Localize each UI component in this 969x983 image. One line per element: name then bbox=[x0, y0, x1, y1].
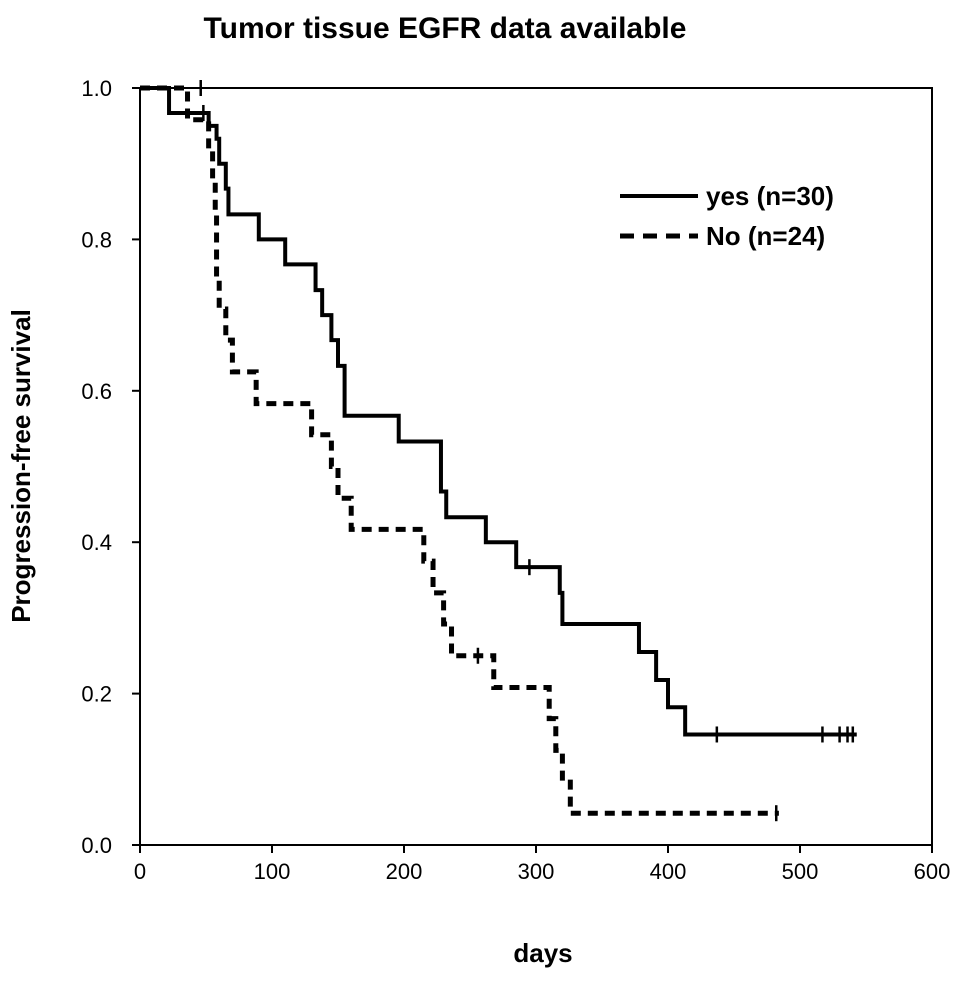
x-tick-label: 300 bbox=[518, 859, 555, 884]
series-line-no bbox=[140, 85, 779, 816]
x-tick-label: 600 bbox=[914, 859, 951, 884]
x-tick-label: 200 bbox=[386, 859, 423, 884]
legend: yes (n=30) No (n=24) bbox=[620, 181, 834, 251]
y-axis-ticks: 0.0 0.2 0.4 0.6 0.8 1.0 bbox=[81, 76, 140, 858]
y-axis-label: Progression-free survival bbox=[6, 309, 36, 623]
x-axis-label: days bbox=[513, 938, 572, 968]
legend-label-no: No (n=24) bbox=[706, 221, 825, 251]
series-layer bbox=[140, 80, 857, 822]
y-tick-label: 0.2 bbox=[81, 682, 112, 707]
legend-label-yes: yes (n=30) bbox=[706, 181, 834, 211]
y-tick-label: 1.0 bbox=[81, 76, 112, 101]
x-tick-label: 400 bbox=[650, 859, 687, 884]
series-line-yes bbox=[140, 86, 857, 737]
x-tick-label: 500 bbox=[782, 859, 819, 884]
chart-title: Tumor tissue EGFR data available bbox=[204, 12, 687, 45]
y-tick-label: 0.4 bbox=[81, 530, 112, 555]
x-tick-label: 0 bbox=[134, 859, 146, 884]
x-axis-ticks: 0 100 200 300 400 500 600 bbox=[134, 845, 950, 884]
x-tick-label: 100 bbox=[254, 859, 291, 884]
y-tick-label: 0.6 bbox=[81, 379, 112, 404]
y-tick-label: 0.0 bbox=[81, 833, 112, 858]
y-tick-label: 0.8 bbox=[81, 227, 112, 252]
